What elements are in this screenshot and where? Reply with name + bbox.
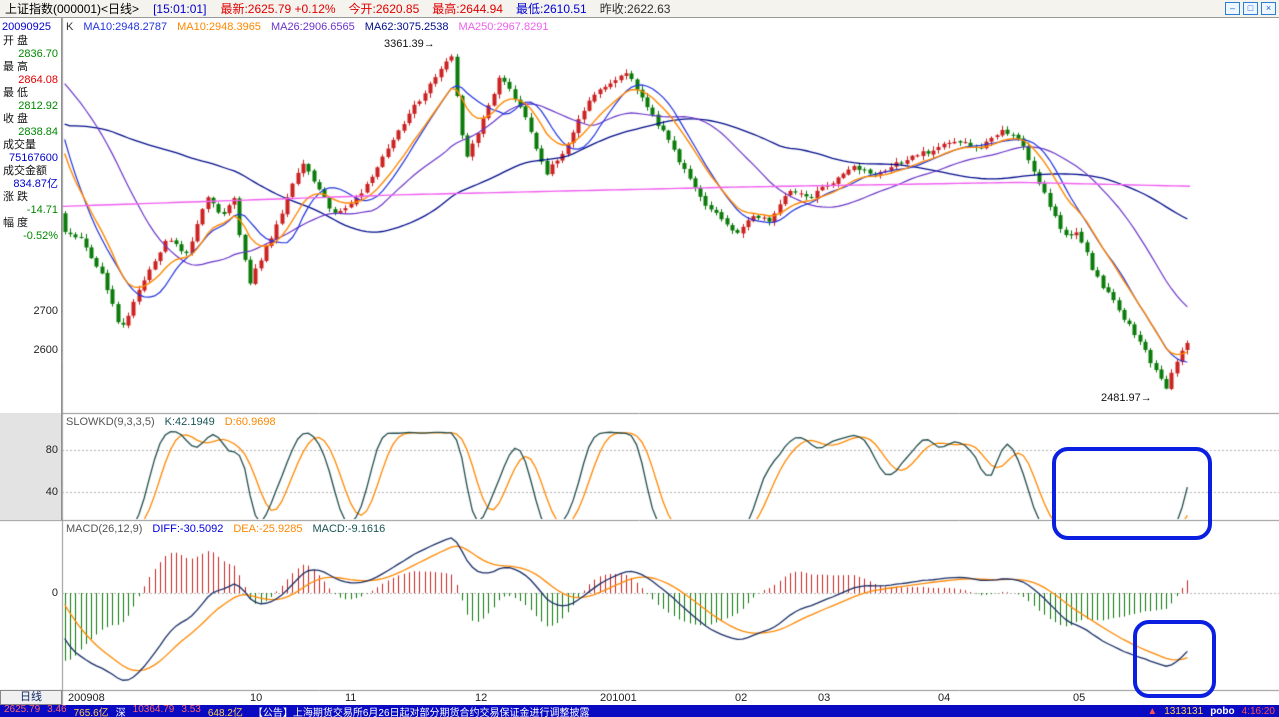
kd-indicator-0: SLOWKD(9,3,3,5) (66, 416, 155, 428)
status-left-2: 765.6亿 (73, 707, 109, 717)
price-annotation-0: 3361.39→ (384, 38, 435, 50)
slowkd-indicator-row: SLOWKD(9,3,3,5) K:42.1949 D:60.9698 (66, 416, 276, 428)
info-value-7: -0.52% (23, 230, 58, 242)
info-value-4: 75167600 (9, 152, 58, 164)
info-rows: 开 盘 2836.70 最 高 2864.08 最 低 2812.92 收 盘 2838.84… (0, 35, 61, 243)
status-left-1: 3.46 (47, 705, 67, 715)
info-value-3: 2838.84 (18, 126, 58, 138)
quote-summary: 最新:2625.79 +0.12% 今开:2620.85 最高:2644.94 最低:… (220, 0, 670, 17)
info-value-1: 2864.08 (18, 74, 58, 86)
minimize-button[interactable]: – (1225, 2, 1240, 15)
x-axis-date-03: 03 (818, 692, 831, 704)
info-label-7: 幅 度 (3, 217, 29, 229)
status-bar: 2625.79 3.46 765.6亿深 10364.79 3.53 648.2亿 【公告… (0, 705, 1279, 717)
price-annotation-1: 2481.97→ (1101, 392, 1152, 404)
kd-panel-left-box (0, 413, 62, 520)
status-left-0: 2625.79 (4, 705, 41, 715)
x-axis-date-04: 04 (938, 692, 951, 704)
info-label-1: 最 高 (3, 61, 29, 73)
info-label-4: 成交量 (3, 139, 36, 151)
kd-indicator-2: D:60.9698 (224, 416, 276, 428)
status-left-3: 深 (115, 707, 126, 717)
annotation-box-macd (1133, 620, 1216, 698)
status-left-4: 10364.79 (132, 705, 175, 715)
restore-button[interactable]: □ (1243, 2, 1258, 15)
quote-stat-2: 最高:2644.94 (432, 2, 503, 16)
x-axis-date-201001: 201001 (600, 692, 637, 704)
kline-indicator-row: K MA10:2948.2787 MA10:2948.3965 MA26:2906.6… (66, 21, 548, 33)
window-title: 上证指数(000001)<日线> (5, 2, 140, 16)
status-right: ▲ 1313131 pobo 4:16:20 (1147, 706, 1275, 717)
macd-indicator-0: MACD(26,12,9) (66, 523, 143, 535)
info-value-6: -14.71 (26, 204, 58, 216)
status-left-6: 648.2亿 (207, 707, 243, 717)
x-axis-date-11: 11 (345, 692, 357, 704)
info-value-0: 2836.70 (18, 48, 58, 60)
macd-indicator-3: MACD:-9.1616 (312, 523, 386, 535)
kd-tick-80: 80 (45, 444, 58, 456)
status-indices: 2625.79 3.46 765.6亿深 10364.79 3.53 648.2亿 (4, 705, 243, 717)
kline-indicator-3: MA26:2906.6565 (270, 21, 355, 33)
macd-indicator-1: DIFF:-30.5092 (152, 523, 224, 535)
x-axis-date-10: 10 (250, 692, 263, 704)
price-tick-2700: 2700 (33, 305, 58, 317)
status-right-1: 1313131 (1164, 705, 1204, 717)
kline-indicator-5: MA250:2967.8291 (458, 21, 549, 33)
kline-indicator-2: MA10:2948.3965 (177, 21, 261, 33)
quote-stat-0: 最新:2625.79 +0.12% (220, 2, 336, 16)
window-controls: – □ × (1225, 2, 1276, 15)
status-right-2: pobo (1210, 705, 1235, 717)
info-value-5: 834.87亿 (13, 178, 58, 190)
title-bar: 上证指数(000001)<日线> [15:01:01] 最新:2625.79 +… (0, 0, 1279, 18)
quote-stat-4: 昨收:2622.63 (599, 2, 671, 16)
x-axis-date-05: 05 (1073, 692, 1086, 704)
info-label-5: 成交金额 (3, 165, 47, 177)
status-right-0: ▲ (1147, 705, 1158, 717)
kd-indicator-1: K:42.1949 (164, 416, 215, 428)
info-label-6: 涨 跌 (3, 191, 29, 203)
price-tick-2600: 2600 (33, 344, 58, 356)
kd-tick-40: 40 (45, 486, 58, 498)
info-date: 20090925 (2, 21, 51, 33)
kline-indicator-1: MA10:2948.2787 (83, 21, 168, 33)
x-axis-date-200908: 200908 (68, 692, 105, 704)
quote-info-panel: 20090925 开 盘 2836.70 最 高 2864.08 最 低 2812.92 收… (0, 18, 62, 413)
macd-indicator-2: DEA:-25.9285 (233, 523, 303, 535)
quote-time: [15:01:01] (153, 1, 207, 16)
macd-indicator-row: MACD(26,12,9) DIFF:-30.5092 DEA:-25.9285 MA… (66, 523, 385, 535)
info-label-3: 收 盘 (3, 113, 29, 125)
status-right-3: 4:16:20 (1241, 705, 1275, 717)
kline-indicator-4: MA62:3075.2538 (364, 21, 449, 33)
info-value-2: 2812.92 (18, 100, 58, 112)
quote-stat-3: 最低:2610.51 (515, 2, 587, 16)
quote-stat-1: 今开:2620.85 (348, 2, 420, 16)
info-label-2: 最 低 (3, 87, 29, 99)
kline-indicator-0: K (66, 21, 74, 33)
close-button[interactable]: × (1261, 2, 1276, 15)
info-label-0: 开 盘 (3, 35, 29, 47)
x-axis-date-12: 12 (475, 692, 488, 704)
news-ticker[interactable]: 【公告】上海期货交易所6月26日起对部分期货合约交易保证金进行调整披露 (252, 707, 590, 717)
macd-tick-0: 0 (51, 587, 58, 599)
status-left-5: 3.53 (181, 705, 201, 715)
period-selector[interactable]: 日线 (0, 690, 62, 705)
annotation-box-kd (1052, 447, 1212, 540)
x-axis-date-02: 02 (735, 692, 748, 704)
